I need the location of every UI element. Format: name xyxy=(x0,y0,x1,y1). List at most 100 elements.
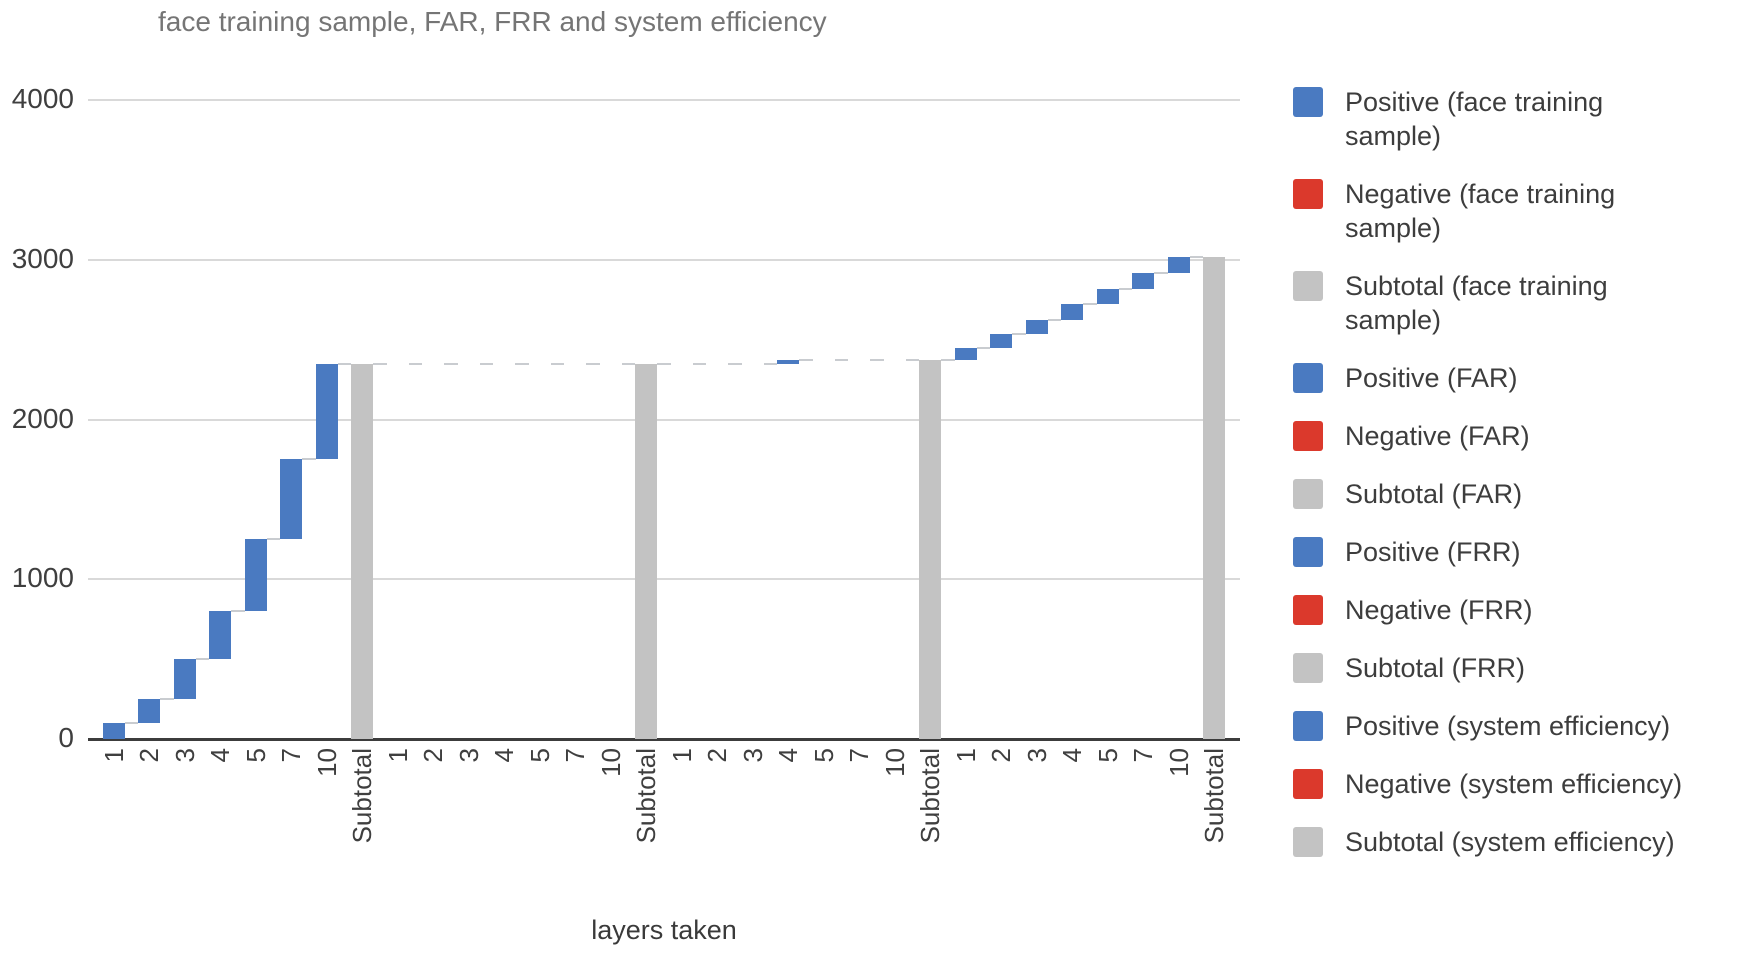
waterfall-connector xyxy=(834,359,849,362)
x-tick-label: 1 xyxy=(382,748,413,763)
waterfall-connector xyxy=(302,458,316,461)
legend-label: Positive (system efficiency) xyxy=(1345,711,1671,741)
bar-FAR-subtotal[interactable] xyxy=(635,363,658,739)
legend-item-negative-7[interactable]: Negative (FRR) xyxy=(1293,593,1682,627)
legend-swatch-positive xyxy=(1293,711,1323,741)
waterfall-connector xyxy=(444,362,458,365)
legend-item-negative-1[interactable]: Negative (face training sample) xyxy=(1293,177,1682,245)
bar-face-training-sample-7[interactable] xyxy=(280,459,303,540)
waterfall-connector xyxy=(373,362,387,365)
bar-system-efficiency-2[interactable] xyxy=(990,334,1013,349)
legend: Positive (face training sample) Negative … xyxy=(1293,85,1682,859)
x-tick-label: 5 xyxy=(524,748,555,763)
legend-item-subtotal-2[interactable]: Subtotal (face training sample) xyxy=(1293,269,1682,337)
legend-label: Subtotal (face training sample) xyxy=(1345,271,1608,335)
bar-system-efficiency-7[interactable] xyxy=(1132,273,1155,289)
x-tick-label: 2 xyxy=(418,748,449,763)
waterfall-connector xyxy=(479,362,494,365)
x-tick-label: 5 xyxy=(240,748,271,763)
waterfall-connector xyxy=(799,359,813,362)
x-tick-label: 10 xyxy=(311,748,342,777)
x-tick-label: Subtotal xyxy=(915,748,946,844)
x-tick-label: 4 xyxy=(1057,748,1088,763)
chart-title: face training sample, FAR, FRR and syste… xyxy=(158,6,827,37)
waterfall-connector xyxy=(586,362,600,365)
legend-swatch-subtotal xyxy=(1293,479,1323,509)
waterfall-connector xyxy=(941,359,955,362)
x-tick-label: 4 xyxy=(205,748,236,763)
bar-face-training-sample-subtotal[interactable] xyxy=(351,363,374,739)
legend-swatch-negative xyxy=(1293,421,1323,451)
legend-item-subtotal-8[interactable]: Subtotal (FRR) xyxy=(1293,651,1682,685)
legend-item-subtotal-11[interactable]: Subtotal (system efficiency) xyxy=(1293,825,1682,859)
legend-swatch-positive xyxy=(1293,537,1323,567)
waterfall-connector xyxy=(763,362,778,365)
y-tick-label: 1000 xyxy=(11,562,74,594)
gridline-1000 xyxy=(88,578,1240,581)
waterfall-connector xyxy=(1012,333,1026,336)
legend-swatch-negative xyxy=(1293,179,1323,209)
legend-label: Positive (FAR) xyxy=(1345,363,1518,393)
x-tick-label: 7 xyxy=(560,748,591,763)
x-tick-label: 2 xyxy=(986,748,1017,763)
x-tick-label: 2 xyxy=(134,748,165,763)
bar-FRR-subtotal[interactable] xyxy=(919,360,942,739)
legend-label: Negative (system efficiency) xyxy=(1345,769,1683,799)
y-tick-label: 0 xyxy=(58,722,74,753)
legend-item-positive-3[interactable]: Positive (FAR) xyxy=(1293,361,1682,395)
bar-face-training-sample-2[interactable] xyxy=(138,699,161,724)
x-tick-label: 1 xyxy=(666,748,697,763)
x-tick-label: 2 xyxy=(702,748,733,763)
y-tick-label: 3000 xyxy=(11,242,74,274)
x-tick-label: 3 xyxy=(453,748,484,763)
bar-face-training-sample-3[interactable] xyxy=(173,659,196,700)
waterfall-connector xyxy=(515,362,529,365)
waterfall-connector xyxy=(1189,255,1204,258)
waterfall-connector xyxy=(657,362,671,365)
legend-item-negative-4[interactable]: Negative (FAR) xyxy=(1293,419,1682,453)
legend-swatch-negative xyxy=(1293,769,1323,799)
waterfall-connector xyxy=(1154,272,1168,275)
x-tick-label: Subtotal xyxy=(1199,748,1230,844)
x-tick-label: 3 xyxy=(169,748,200,763)
legend-label: Subtotal (FRR) xyxy=(1345,653,1526,683)
bar-system-efficiency-4[interactable] xyxy=(1061,304,1084,320)
bar-system-efficiency-10[interactable] xyxy=(1167,256,1190,274)
waterfall-connector xyxy=(692,362,707,365)
waterfall-connector xyxy=(408,362,423,365)
x-tick-label: 10 xyxy=(1163,748,1194,777)
legend-swatch-negative xyxy=(1293,595,1323,625)
bar-face-training-sample-4[interactable] xyxy=(209,611,232,660)
waterfall-connector xyxy=(337,362,352,365)
x-tick-label: 4 xyxy=(773,748,804,763)
x-tick-label: 3 xyxy=(737,748,768,763)
legend-item-positive-9[interactable]: Positive (system efficiency) xyxy=(1293,709,1682,743)
x-tick-label: 7 xyxy=(844,748,875,763)
x-tick-label: Subtotal xyxy=(347,748,378,844)
legend-label: Negative (FAR) xyxy=(1345,421,1530,451)
legend-item-positive-6[interactable]: Positive (FRR) xyxy=(1293,535,1682,569)
legend-item-positive-0[interactable]: Positive (face training sample) xyxy=(1293,85,1682,153)
bar-face-training-sample-5[interactable] xyxy=(244,539,267,612)
bar-system-efficiency-subtotal[interactable] xyxy=(1203,256,1226,739)
bar-FRR-4[interactable] xyxy=(777,360,800,364)
waterfall-connector xyxy=(550,362,565,365)
legend-label: Subtotal (system efficiency) xyxy=(1345,827,1675,857)
legend-label: Subtotal (FAR) xyxy=(1345,479,1523,509)
bar-face-training-sample-10[interactable] xyxy=(315,363,338,460)
legend-item-negative-10[interactable]: Negative (system efficiency) xyxy=(1293,767,1682,801)
x-tick-label: 4 xyxy=(489,748,520,763)
legend-item-subtotal-5[interactable]: Subtotal (FAR) xyxy=(1293,477,1682,511)
bar-face-training-sample-1[interactable] xyxy=(102,723,125,739)
x-tick-label: 5 xyxy=(808,748,839,763)
legend-swatch-positive xyxy=(1293,363,1323,393)
waterfall-connector xyxy=(976,347,991,350)
bar-system-efficiency-1[interactable] xyxy=(954,348,977,361)
bar-system-efficiency-5[interactable] xyxy=(1096,288,1119,305)
waterfall-connector xyxy=(195,658,210,661)
legend-label: Positive (face training sample) xyxy=(1345,87,1604,151)
bar-system-efficiency-3[interactable] xyxy=(1025,319,1048,335)
legend-label: Negative (face training sample) xyxy=(1345,179,1616,243)
y-tick-label: 2000 xyxy=(11,402,74,434)
